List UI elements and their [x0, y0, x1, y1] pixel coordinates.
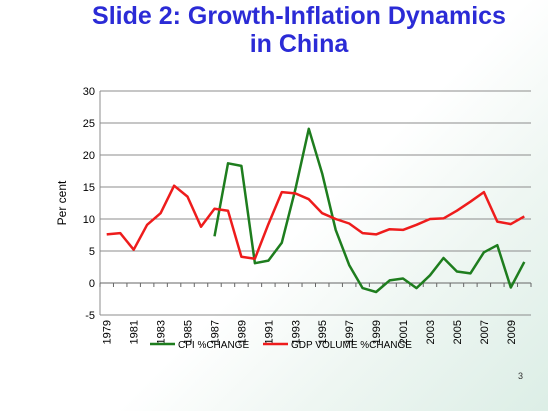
- x-tick-label: 1981: [129, 320, 141, 344]
- x-tick-label: 2001: [398, 320, 410, 344]
- x-tick-label: 1989: [236, 320, 248, 344]
- y-tick-label: 0: [89, 278, 95, 290]
- y-tick-label: 5: [89, 246, 95, 258]
- y-tick-label: 25: [83, 118, 95, 130]
- series-line-gdp: [106, 184, 525, 260]
- x-tick-label: 1987: [209, 320, 221, 344]
- slide-title: Slide 2: Growth-Inflation Dynamics in Ch…: [50, 2, 548, 58]
- x-tick-label: 1983: [156, 320, 168, 344]
- y-tick-label: 15: [83, 182, 95, 194]
- series-line-cpi: [213, 127, 526, 294]
- x-tick-label: 2003: [425, 320, 437, 344]
- x-tick-label: 2009: [506, 320, 518, 344]
- y-axis-label: Per cent: [55, 180, 69, 225]
- x-tick-label: 2005: [452, 320, 464, 344]
- y-tick-label: 10: [83, 214, 95, 226]
- slide-title-line2: in China: [249, 30, 349, 58]
- x-tick-label: 1995: [317, 320, 329, 344]
- x-tick-label: 1999: [371, 320, 383, 344]
- x-tick-label: 1979: [102, 320, 114, 344]
- x-tick-label: 1993: [290, 320, 302, 344]
- y-tick-label: 20: [83, 150, 95, 162]
- page-number: 3: [518, 371, 524, 381]
- x-tick-label: 1997: [344, 320, 356, 344]
- legend-label-cpi: CPI %CHANGE: [178, 340, 249, 351]
- x-tick-label: 1985: [183, 320, 195, 344]
- legend-label-gdp: GDP VOLUME %CHANGE: [291, 340, 412, 351]
- x-tick-label: 2007: [479, 320, 491, 344]
- slide-title-line1: Slide 2: Growth-Inflation Dynamics: [92, 2, 506, 30]
- y-tick-label: -5: [85, 310, 95, 322]
- x-tick-label: 1991: [263, 320, 275, 344]
- y-tick-label: 30: [83, 86, 95, 98]
